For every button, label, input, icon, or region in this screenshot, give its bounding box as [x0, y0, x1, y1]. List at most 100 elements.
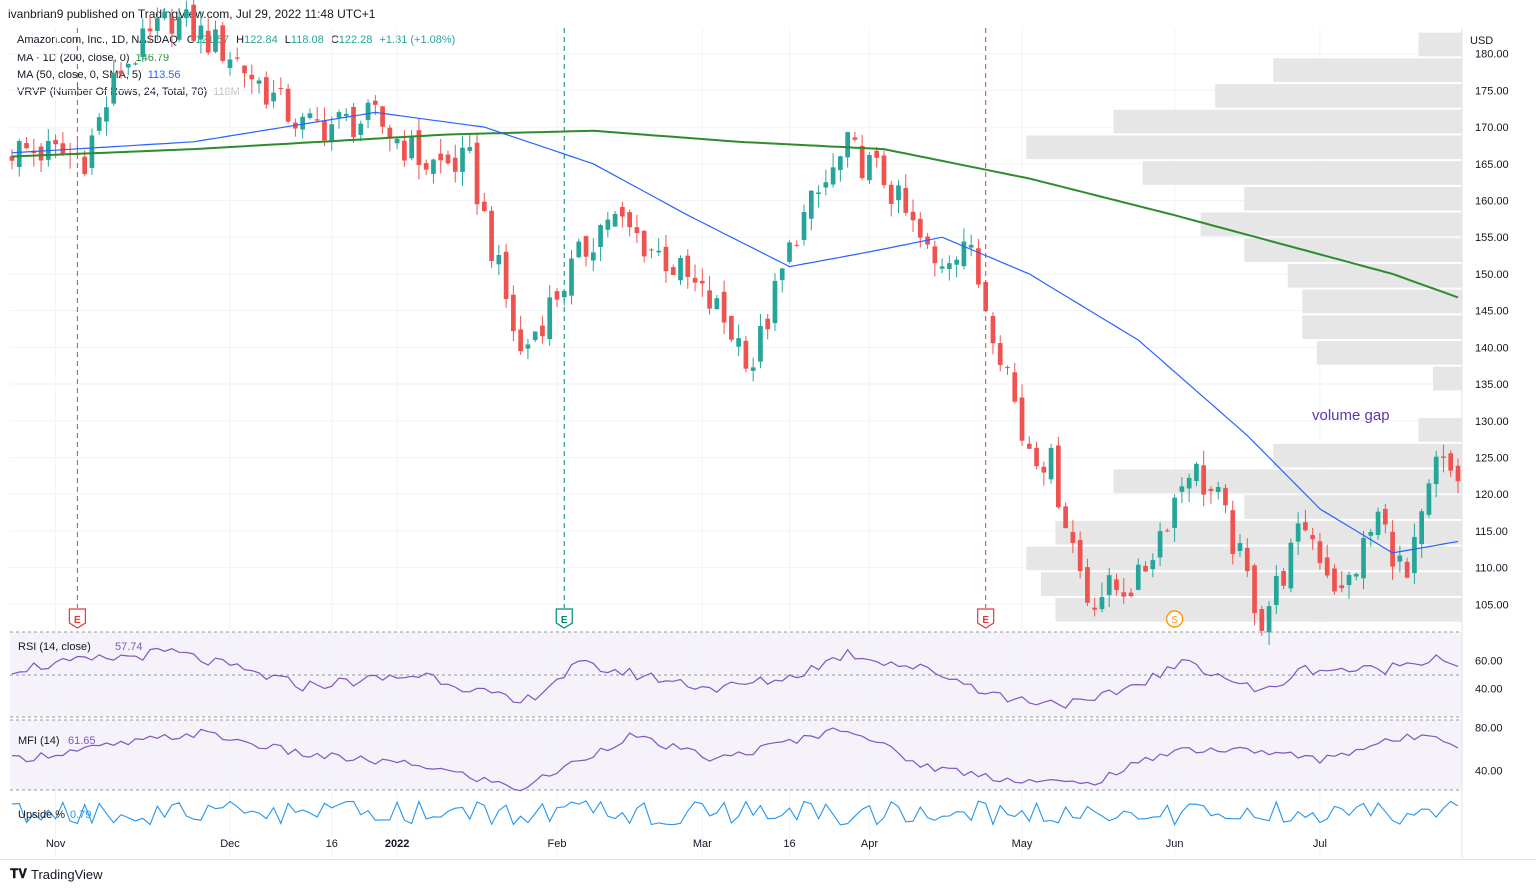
change-value: +1.31 (+1.08%)	[379, 34, 456, 46]
candle-body	[1179, 486, 1185, 492]
price-tick-label: 175.00	[1475, 85, 1509, 97]
candle-body	[961, 241, 967, 267]
candle-body	[1382, 508, 1388, 525]
candle-body	[496, 255, 502, 265]
time-tick-label: 16	[783, 838, 795, 850]
candle-body	[322, 120, 327, 141]
candle-body	[1172, 497, 1177, 528]
close-label: C	[330, 34, 339, 46]
candle-body	[53, 139, 58, 145]
candle-body	[736, 338, 741, 347]
footer-brand[interactable]: TradingView	[31, 866, 103, 882]
candle-body	[1135, 564, 1141, 590]
legend-ma200[interactable]: MA · 1D (200, close, 0) 146.79	[17, 52, 169, 64]
candle-body	[532, 331, 538, 341]
volume-profile-row	[1040, 572, 1462, 596]
candle-body	[699, 280, 705, 284]
candle-body	[271, 92, 276, 102]
candle-body	[1019, 397, 1025, 441]
candle-body	[1150, 560, 1156, 570]
candle-body	[1281, 571, 1286, 586]
volume-profile-row	[1244, 238, 1462, 262]
candle-body	[1339, 585, 1345, 589]
time-tick-label: Mar	[693, 838, 712, 850]
candle-body	[205, 30, 211, 53]
price-tick-label: 180.00	[1475, 49, 1509, 61]
candle-body	[1455, 465, 1461, 482]
candle-body	[343, 113, 349, 116]
candle-body	[438, 153, 444, 161]
candle-body	[569, 258, 574, 296]
volume-profile-row	[1200, 212, 1462, 237]
mfi-value: 61.65	[68, 735, 96, 747]
earnings-badge-icon	[977, 608, 995, 629]
candle-body	[1034, 447, 1039, 467]
candle-body	[227, 59, 233, 69]
candle-body	[561, 290, 567, 298]
ma50-label: MA (50, close, 0, SMA, 5)	[17, 69, 142, 81]
candle-body	[409, 136, 414, 159]
candle-body	[707, 290, 712, 309]
candle-body	[605, 219, 611, 230]
candle-body	[154, 18, 160, 31]
price-axis[interactable]: 105.00 110.00 115.00 120.00 125.00 130.00 135.…	[1475, 49, 1509, 778]
mfi-line	[11, 727, 1459, 792]
candle-body	[1448, 453, 1454, 471]
candle-body	[300, 116, 306, 130]
price-tick-label: 145.00	[1475, 306, 1509, 318]
candle-body	[1077, 540, 1083, 572]
mfi-band	[10, 720, 1462, 790]
candle-body	[888, 184, 894, 204]
legend-ma50[interactable]: MA (50, close, 0, SMA, 5) 113.56	[17, 69, 181, 81]
candle-body	[1012, 372, 1018, 402]
earnings-badge-icon	[555, 608, 573, 629]
candle-body	[685, 255, 691, 277]
candle-body	[285, 88, 291, 122]
candle-body	[1106, 575, 1112, 596]
price-tick-label: 155.00	[1475, 232, 1509, 244]
open-label: O	[186, 34, 196, 46]
candle-body	[852, 137, 858, 140]
volume-profile	[1026, 32, 1462, 622]
candle-body	[678, 257, 683, 281]
ma50-line	[11, 111, 1459, 554]
candle-body	[874, 150, 880, 158]
chart-area[interactable]: E E E S 105.00 110.00 115.00 120.00 125.00 130.0…	[0, 0, 1536, 860]
candle-body	[576, 241, 582, 258]
mfi-tick-label: 40.00	[1475, 765, 1503, 777]
candle-body	[1266, 606, 1272, 633]
time-axis[interactable]: Nov Dec 16 2022 Feb Mar 16 Apr May Jun Jul	[46, 838, 1327, 850]
candle-body	[772, 280, 778, 324]
candle-body	[416, 130, 422, 166]
candle-body	[82, 156, 88, 175]
candle-body	[997, 343, 1003, 366]
candle-body	[1426, 483, 1432, 515]
candle-body	[830, 167, 836, 185]
price-tick-label: 135.00	[1475, 379, 1509, 391]
volume-profile-row	[1302, 315, 1462, 340]
candles	[9, 0, 1461, 645]
candle-body	[787, 242, 792, 262]
price-tick-label: 165.00	[1475, 159, 1509, 171]
candle-body	[1361, 537, 1366, 579]
ma200-line	[11, 129, 1459, 299]
ma200-label: MA · 1D (200, close, 0)	[17, 52, 130, 64]
volume-gap-annotation: volume gap	[1312, 407, 1390, 424]
price-tick-label: 150.00	[1475, 269, 1509, 281]
candle-body	[649, 249, 654, 251]
candle-body	[1026, 443, 1032, 449]
candle-body	[1404, 561, 1410, 578]
candle-body	[518, 329, 523, 352]
candle-body	[460, 147, 465, 172]
candle-body	[1303, 522, 1308, 531]
candle-body	[838, 156, 843, 170]
candle-body	[351, 106, 356, 138]
candle-body	[765, 318, 771, 330]
candle-body	[939, 266, 945, 269]
candle-body	[1368, 532, 1374, 536]
symbol-name[interactable]: Amazon.com, Inc., 1D, NASDAQ	[17, 34, 178, 46]
candle-body	[801, 211, 807, 241]
candle-body	[9, 156, 15, 161]
tradingview-logo-icon: 𝐓𝐕	[10, 866, 27, 881]
